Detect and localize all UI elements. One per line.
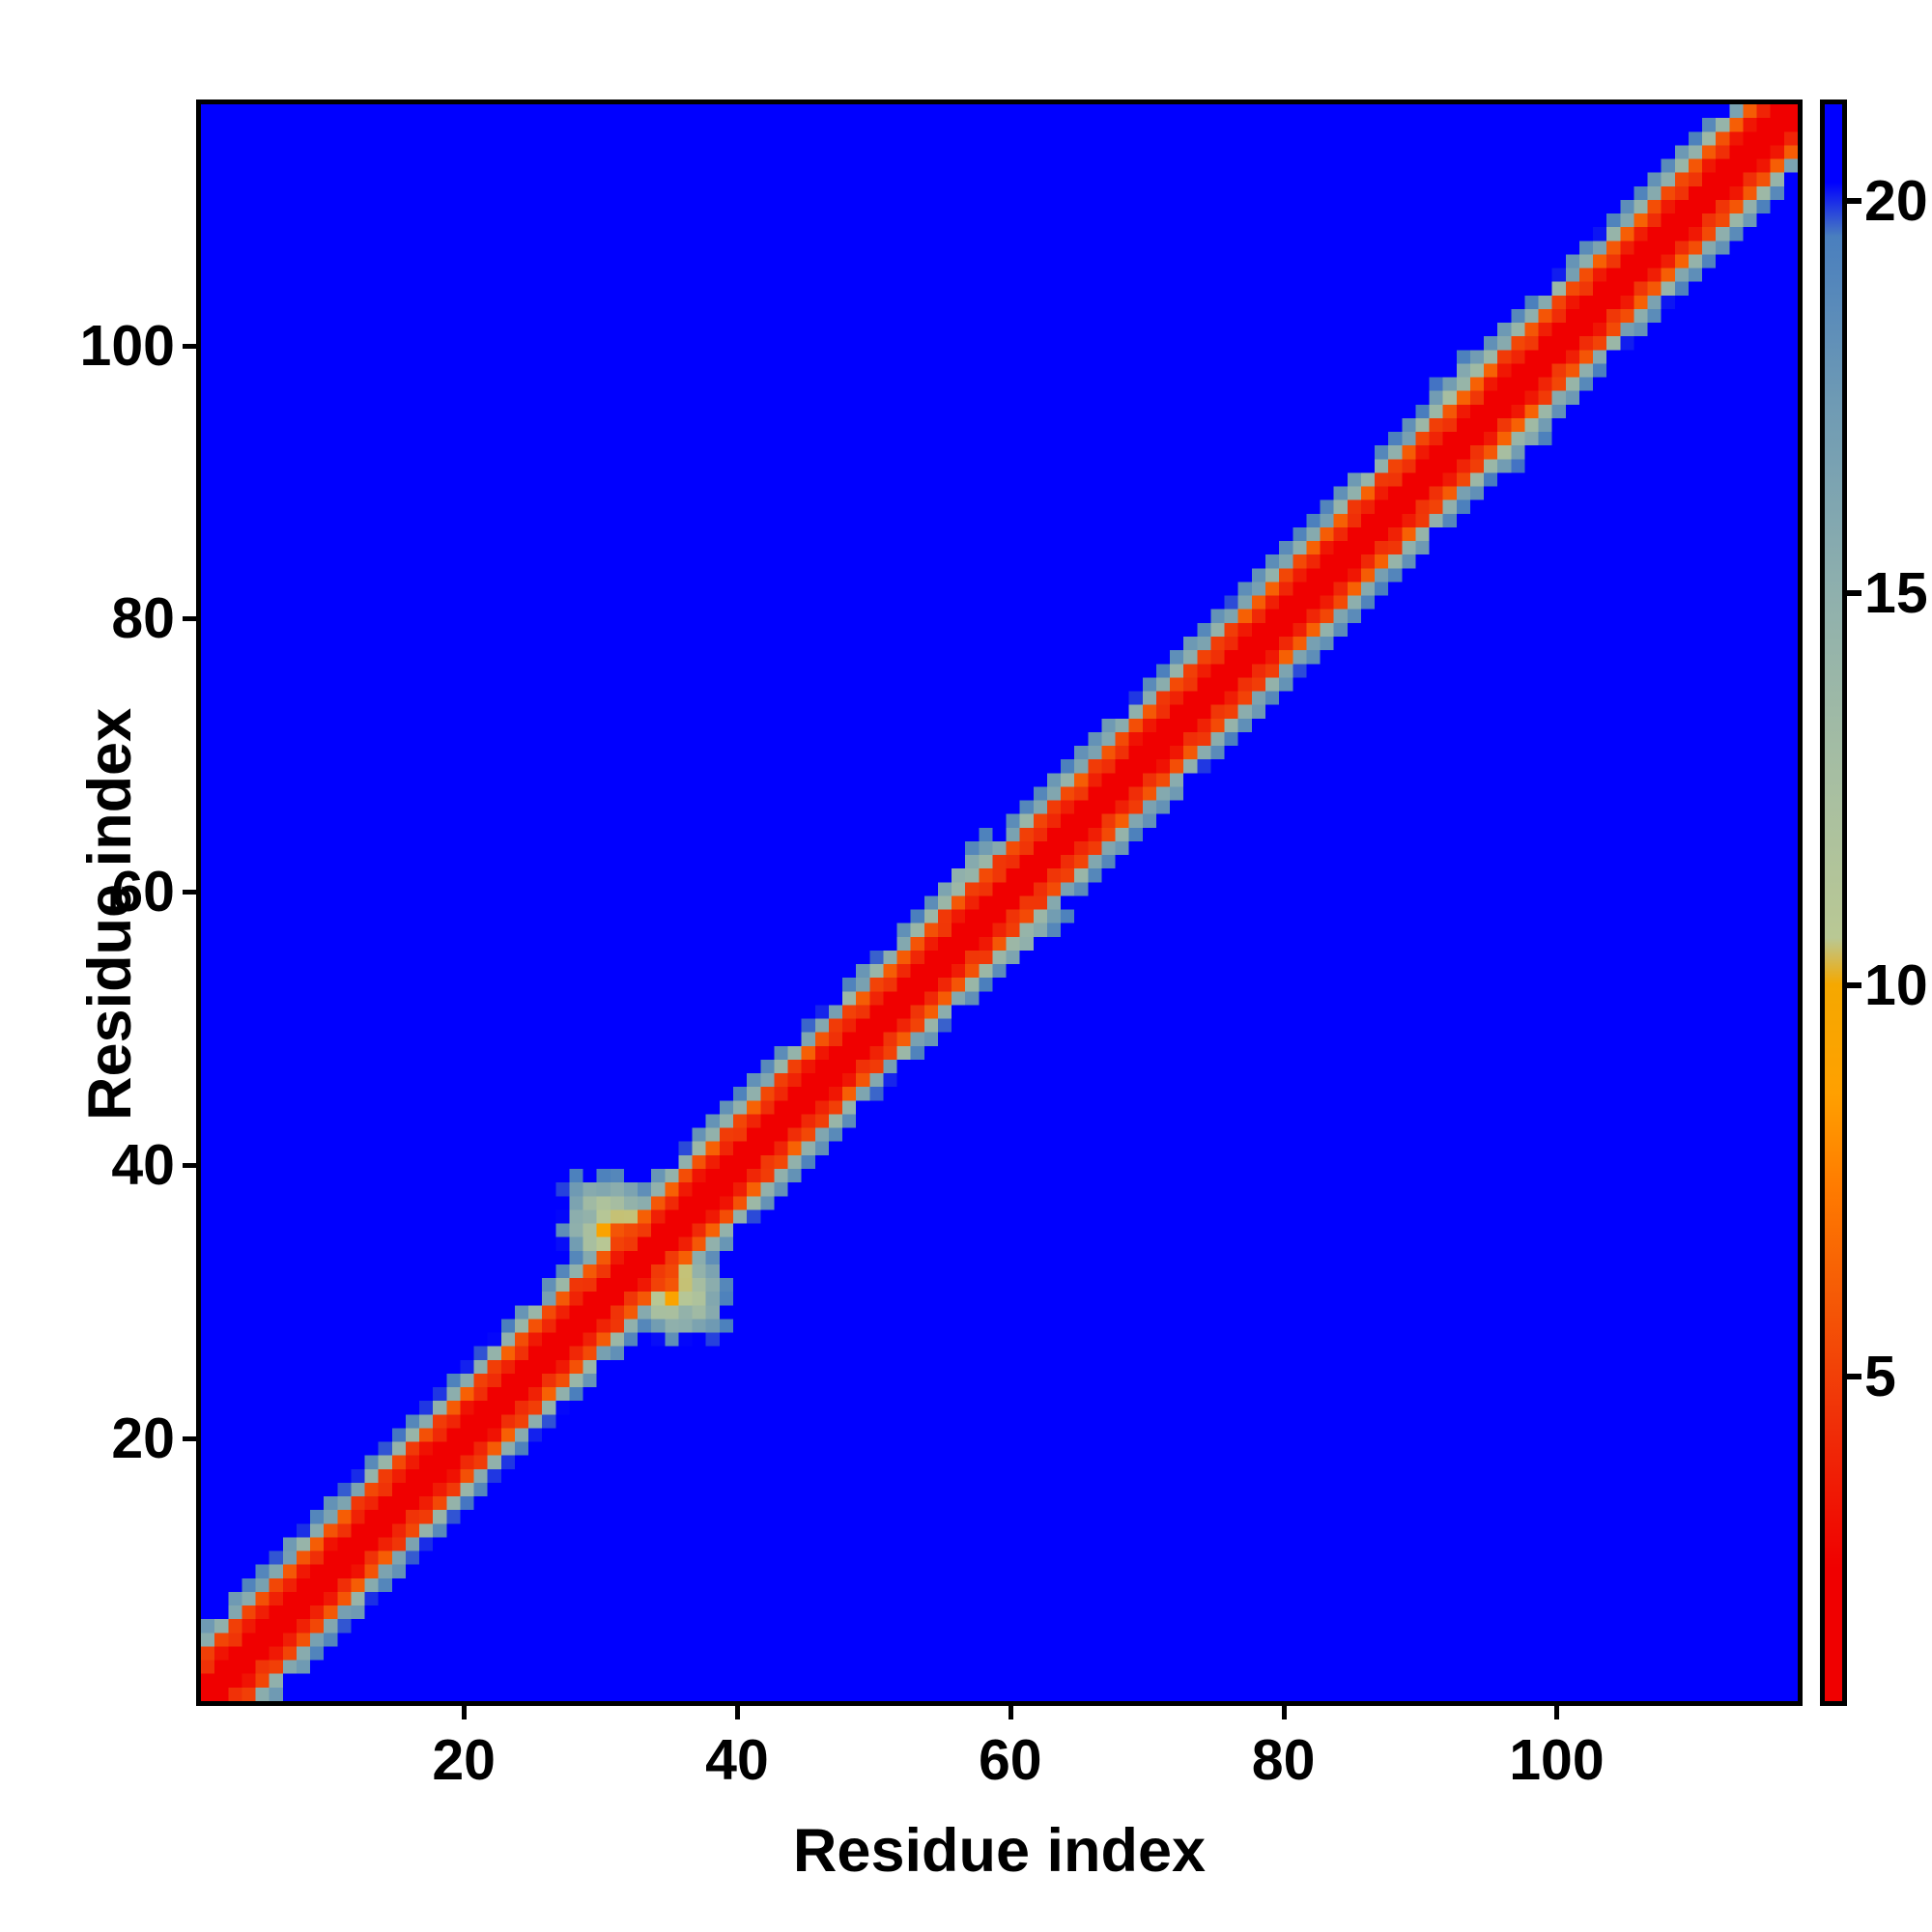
y-tick-label-100: 100 [79,313,175,378]
colorbar-tick-5 [1847,1374,1861,1380]
x-tick-label-40: 40 [705,1728,769,1792]
heatmap-plot-area[interactable] [196,99,1803,1706]
y-axis-label: Residue index [76,707,144,1121]
x-tick-60 [1008,1706,1013,1719]
colorbar-tick-label-10: 10 [1864,952,1928,1017]
x-axis-label: Residue index [792,1817,1207,1885]
x-tick-label-80: 80 [1251,1728,1316,1792]
colorbar-tick-15 [1847,590,1861,597]
x-tick-20 [462,1706,468,1719]
y-tick-label-40: 40 [111,1133,175,1197]
x-tick-40 [734,1706,740,1719]
y-tick-20 [183,1435,196,1441]
y-tick-60 [183,890,196,895]
y-tick-80 [183,616,196,622]
x-tick-80 [1281,1706,1287,1719]
colorbar-tick-10 [1847,981,1861,988]
y-tick-40 [183,1163,196,1168]
y-tick-label-60: 60 [111,860,175,924]
y-tick-100 [183,343,196,349]
x-tick-100 [1554,1706,1560,1719]
colorbar-tick-label-15: 15 [1864,561,1928,626]
y-tick-label-20: 20 [111,1406,175,1470]
colorbar-tick-label-20: 20 [1864,169,1928,234]
x-tick-label-20: 20 [432,1728,496,1792]
colorbar-gradient [1825,104,1842,1701]
x-tick-label-60: 60 [978,1728,1042,1792]
residue-distance-heatmap[interactable] [201,104,1798,1701]
colorbar-tick-label-5: 5 [1864,1345,1896,1409]
colorbar-tick-20 [1847,198,1861,205]
y-tick-label-80: 80 [111,586,175,651]
x-tick-label-100: 100 [1509,1728,1605,1792]
colorbar[interactable] [1820,99,1847,1706]
